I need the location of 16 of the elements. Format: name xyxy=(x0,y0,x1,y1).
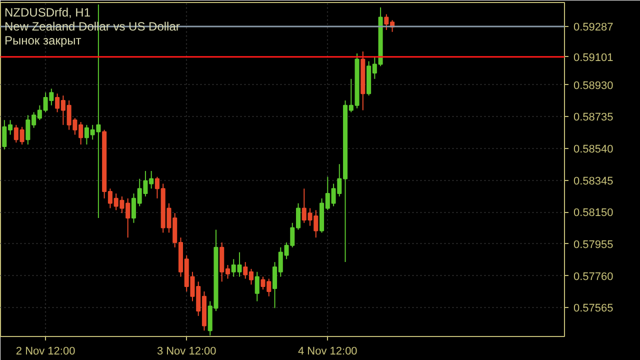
y-tick-label: 0.58150 xyxy=(574,207,614,220)
y-tick-label: 0.58345 xyxy=(574,175,614,188)
ref-line-label: 0.59287 xyxy=(574,21,614,34)
x-tick-label: 3 Nov 12:00 xyxy=(156,346,216,358)
y-tick-label: 0.57760 xyxy=(574,270,614,283)
ref-line-label: 0.59101 xyxy=(574,52,614,64)
y-tick-label: 0.58735 xyxy=(574,112,614,124)
chart-title: NZDUSDrfd, H1 xyxy=(4,6,91,20)
candlestick xyxy=(254,271,260,302)
y-tick-label: 0.58930 xyxy=(574,80,614,92)
annotation: Рынок закрыт xyxy=(4,34,82,48)
x-tick-label: 4 Nov 12:00 xyxy=(298,346,358,358)
y-tick-label: 0.57565 xyxy=(574,302,614,315)
x-tick-label: 2 Nov 12:00 xyxy=(16,346,76,358)
y-tick-label: 0.58540 xyxy=(574,143,614,156)
y-tick-label: 0.57955 xyxy=(574,238,614,251)
